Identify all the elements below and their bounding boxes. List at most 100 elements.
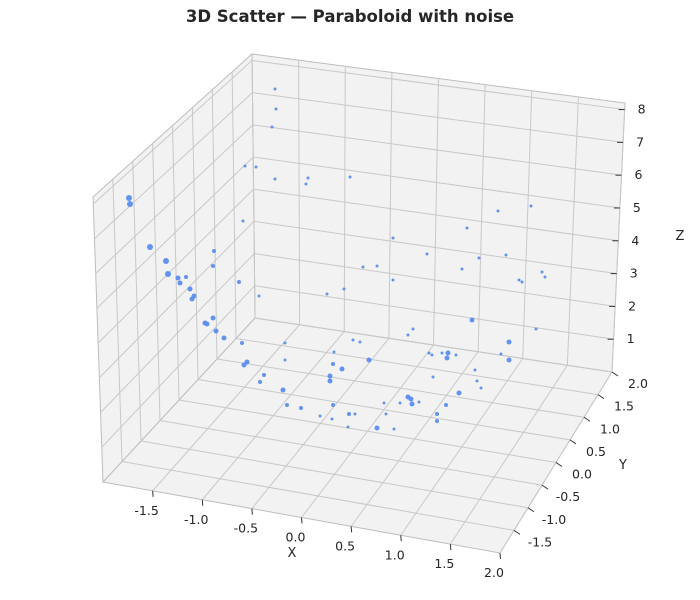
z-tick-label: 6 [635, 167, 643, 182]
x-tick-label: -1.0 [184, 512, 208, 527]
x-tick-label: 1.5 [434, 556, 454, 571]
grid-line-y-left [191, 107, 199, 380]
data-point [258, 380, 262, 384]
data-point [444, 355, 450, 361]
grid-line-y-floor [235, 338, 599, 396]
y-tick-label: -0.5 [556, 489, 580, 504]
x-tick-label: 1.0 [385, 547, 405, 562]
data-point [430, 353, 434, 357]
data-point [479, 386, 483, 390]
data-point [431, 375, 435, 379]
y-tick-mark [597, 394, 605, 400]
data-point [444, 403, 448, 407]
data-point [147, 244, 153, 250]
data-point [475, 379, 479, 383]
data-point [241, 362, 247, 368]
z-tick-label: 1 [627, 331, 635, 346]
data-point [392, 427, 396, 431]
grid-line-y-left [112, 179, 123, 462]
data-point [127, 201, 133, 207]
z-tick-label: 5 [633, 200, 641, 215]
data-point [435, 419, 439, 423]
data-point [477, 256, 481, 260]
data-point [274, 107, 278, 111]
data-point [187, 286, 193, 292]
x-tick-mark [152, 490, 154, 497]
grid-line-z-back [252, 92, 624, 143]
data-point [406, 333, 410, 337]
data-point [540, 270, 544, 274]
data-point [177, 280, 183, 286]
data-point [331, 403, 335, 407]
chart-title: 3D Scatter — Paraboloid with noise [185, 7, 515, 26]
z-tick-label: 3 [630, 266, 638, 281]
data-point [331, 362, 335, 366]
grid-line-z-back [253, 156, 620, 209]
data-point [445, 350, 451, 356]
grid-line-y-left [251, 53, 256, 319]
data-point [440, 351, 444, 355]
data-point [520, 280, 524, 284]
data-point [254, 165, 258, 169]
grid-line-y-left [211, 89, 218, 360]
data-point [273, 177, 277, 181]
data-point [347, 412, 351, 416]
z-tick-label: 7 [636, 134, 644, 149]
data-point [237, 280, 241, 284]
data-point [283, 341, 287, 345]
y-tick-mark [611, 371, 619, 377]
data-point [330, 417, 334, 421]
y-tick-mark [513, 529, 521, 535]
data-point [339, 366, 345, 372]
data-point [241, 219, 245, 223]
grid-line-x-back [343, 66, 346, 332]
data-point [243, 164, 247, 168]
data-point [417, 400, 421, 404]
grid-line-z-back [254, 253, 616, 307]
data-point [270, 125, 274, 129]
data-point [240, 341, 244, 345]
data-point [273, 87, 277, 91]
grid-line-z-left [92, 60, 253, 205]
x-tick-mark [301, 517, 303, 524]
grid-line-y-floor [197, 379, 571, 441]
grid-line-y-left [231, 71, 237, 339]
z-tick-label: 2 [628, 298, 636, 313]
data-point [327, 378, 333, 384]
data-point [375, 264, 379, 268]
data-point [454, 353, 458, 357]
data-point [306, 176, 310, 180]
y-tick-mark [583, 416, 591, 422]
grid-line-y-floor [216, 358, 585, 418]
grid-line-y-floor [140, 440, 529, 509]
grid-line-x-back [388, 72, 393, 339]
grid-line-y-floor [254, 317, 613, 373]
data-point [213, 328, 219, 334]
grid-line-y-floor [159, 420, 543, 486]
data-point [325, 292, 329, 296]
data-point [398, 401, 402, 405]
data-point [126, 195, 132, 201]
data-point [257, 294, 261, 298]
grid-line-z-left [100, 253, 255, 413]
x-tick-label: -0.5 [234, 521, 258, 536]
x-tick-mark [499, 552, 501, 560]
data-point [175, 275, 181, 281]
data-point [212, 249, 216, 253]
data-point [210, 315, 216, 321]
grid-line-x-back [566, 96, 579, 366]
x-tick-label: 0.5 [335, 538, 355, 553]
data-point [351, 338, 355, 342]
data-point [425, 252, 429, 256]
data-point [409, 401, 415, 407]
grid-line-x-back [433, 78, 439, 346]
grid-line-z-back [252, 124, 622, 176]
data-point [517, 278, 521, 282]
data-point [318, 414, 322, 418]
z-tick-label: 4 [631, 233, 639, 248]
grid-line-z-left [98, 221, 255, 379]
data-point [299, 406, 303, 410]
grid-line-z-left [96, 156, 254, 309]
y-tick-mark [569, 439, 577, 445]
